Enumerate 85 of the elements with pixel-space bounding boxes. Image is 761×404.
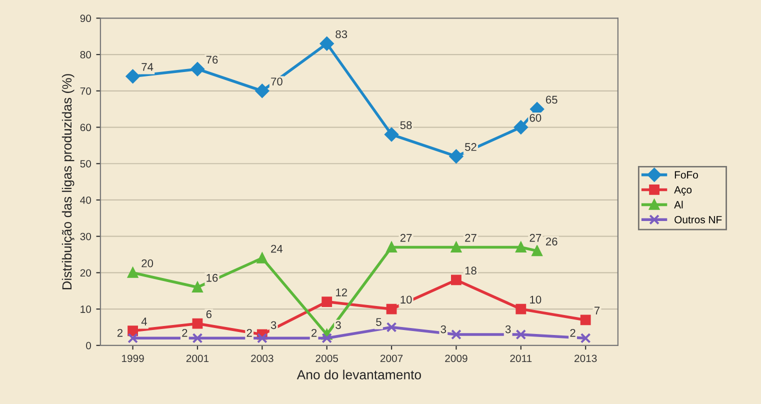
data-label: 58 <box>400 121 412 130</box>
legend-label: Outros NF <box>674 216 722 224</box>
x-tick-label: 2013 <box>574 354 597 362</box>
point <box>192 282 203 292</box>
point <box>192 332 203 344</box>
data-label: 83 <box>336 30 348 38</box>
data-label: 74 <box>142 63 154 71</box>
point <box>128 332 138 344</box>
data-label: 3 <box>270 321 276 330</box>
data-label: 70 <box>271 78 282 86</box>
point <box>451 242 462 252</box>
data-label: 27 <box>400 234 412 242</box>
y-tick-label: 80 <box>80 51 92 58</box>
data-label: 12 <box>336 288 347 296</box>
point <box>580 314 591 326</box>
point <box>190 62 204 76</box>
data-label: 3 <box>440 325 446 334</box>
data-label: 2 <box>117 329 123 337</box>
data-label: 65 <box>546 96 558 104</box>
data-label: 4 <box>141 318 147 326</box>
data-label: 10 <box>530 296 542 304</box>
point <box>451 329 462 340</box>
y-tick-label: 40 <box>80 196 92 204</box>
y-tick-label: 30 <box>80 232 92 240</box>
point <box>126 69 140 84</box>
data-label: 18 <box>465 266 476 275</box>
point <box>514 120 528 134</box>
data-label: 7 <box>594 306 600 314</box>
data-label: 2 <box>570 329 576 337</box>
point <box>256 252 268 264</box>
y-tick-label: 70 <box>80 87 92 95</box>
x-tick-label: 2005 <box>316 354 338 362</box>
y-tick-label: 60 <box>80 124 92 132</box>
x-axis-title: Ano do levantamento <box>296 370 421 380</box>
point <box>255 84 270 98</box>
y-tick-label: 0 <box>86 342 92 350</box>
data-label: 2 <box>312 329 317 337</box>
data-label: 20 <box>142 259 154 268</box>
point <box>128 326 138 336</box>
data-label: 3 <box>505 325 511 334</box>
point <box>516 329 526 340</box>
data-label: 60 <box>530 114 542 122</box>
point <box>532 246 542 256</box>
y-tick-label: 20 <box>80 269 92 277</box>
legend-label: Al <box>674 200 683 208</box>
point <box>451 274 462 286</box>
y-tick-label: 50 <box>80 160 92 168</box>
point <box>516 242 526 252</box>
x-tick-label: 2007 <box>380 354 403 362</box>
data-label: 6 <box>206 310 212 318</box>
point <box>580 332 591 344</box>
x-tick-label: 2001 <box>186 354 209 362</box>
legend-label: FoFo <box>674 171 698 179</box>
y-tick-label: 10 <box>80 306 92 313</box>
data-label: 5 <box>376 318 382 326</box>
y-tick-label: 90 <box>80 14 92 22</box>
data-label: 27 <box>530 234 542 242</box>
x-tick-label: 2011 <box>510 354 532 362</box>
data-label: 27 <box>465 234 476 242</box>
data-label: 3 <box>336 321 341 330</box>
point <box>192 318 203 329</box>
point <box>386 322 397 332</box>
x-tick-label: 2009 <box>445 354 468 362</box>
point <box>320 36 334 51</box>
point <box>386 304 397 314</box>
data-label: 52 <box>464 143 476 151</box>
legend-label: Aço <box>674 186 692 196</box>
data-label: 2 <box>246 329 252 337</box>
data-label: 26 <box>546 238 558 246</box>
point <box>322 296 332 307</box>
data-label: 10 <box>400 296 412 304</box>
point <box>256 332 268 344</box>
x-tick-label: 2003 <box>251 354 274 362</box>
data-label: 24 <box>271 244 283 253</box>
point <box>516 304 526 314</box>
point <box>322 332 332 344</box>
point <box>128 267 138 278</box>
x-tick-label: 1999 <box>122 354 144 362</box>
y-axis-title: Distribuição das ligas produzidas (%) <box>62 74 74 290</box>
data-label: 2 <box>182 329 188 337</box>
point <box>386 242 397 252</box>
data-label: 16 <box>206 274 218 282</box>
data-label: 76 <box>206 56 218 64</box>
point <box>449 149 464 164</box>
point <box>384 128 398 142</box>
